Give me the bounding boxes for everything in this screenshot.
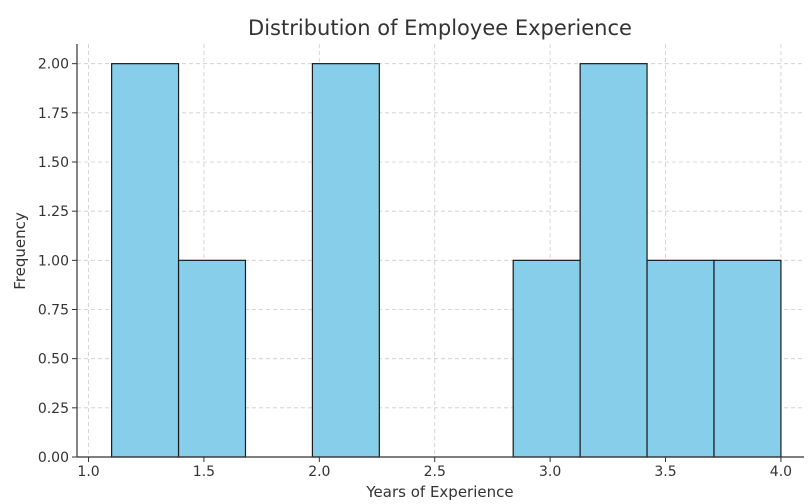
histogram-bar bbox=[111, 63, 180, 458]
y-tick-label: 0.50 bbox=[38, 352, 69, 368]
y-tick-label: 2.00 bbox=[38, 57, 69, 73]
histogram-bar bbox=[177, 259, 247, 458]
histogram-bar bbox=[579, 63, 648, 458]
x-tick-label: 1.5 bbox=[193, 464, 215, 480]
x-axis-ticks: 1.0 1.5 2.0 2.5 3.0 3.5 4.0 bbox=[77, 457, 792, 480]
histogram-bar bbox=[311, 63, 380, 458]
histogram-bar bbox=[512, 259, 581, 458]
y-axis-label: Frequency bbox=[11, 212, 29, 290]
x-tick-label: 1.0 bbox=[77, 464, 99, 480]
x-tick-label: 3.5 bbox=[654, 464, 676, 480]
y-tick-label: 1.25 bbox=[38, 204, 69, 220]
bars bbox=[111, 63, 782, 458]
x-axis-label: Years of Experience bbox=[365, 483, 513, 501]
x-tick-label: 2.5 bbox=[424, 464, 446, 480]
y-tick-label: 0.75 bbox=[38, 303, 69, 319]
y-tick-label: 1.00 bbox=[38, 253, 69, 269]
x-tick-label: 3.0 bbox=[539, 464, 561, 480]
histogram-bar bbox=[713, 259, 782, 458]
y-tick-label: 0.25 bbox=[38, 401, 69, 417]
histogram-bar bbox=[646, 259, 715, 458]
chart-title: Distribution of Employee Experience bbox=[248, 16, 632, 40]
x-tick-label: 4.0 bbox=[770, 464, 792, 480]
y-tick-label: 0.00 bbox=[38, 450, 69, 466]
y-tick-label: 1.50 bbox=[38, 155, 69, 171]
y-tick-label: 1.75 bbox=[38, 106, 69, 122]
x-tick-label: 2.0 bbox=[308, 464, 330, 480]
y-axis-ticks: 0.00 0.25 0.50 0.75 1.00 1.25 1.50 1.75 2.00 bbox=[38, 57, 77, 466]
